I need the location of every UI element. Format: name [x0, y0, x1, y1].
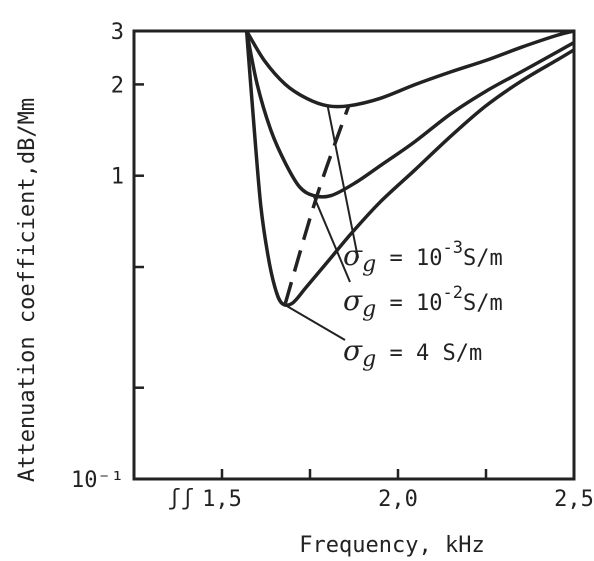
leader-line-series-1: [326, 105, 359, 259]
curve-label-sigma-1e-2: σg = 10-2S/m: [343, 283, 503, 322]
curve-label-sigma-4: σg = 4 S/m: [343, 334, 482, 372]
minimum-locus-dashed-line: [283, 105, 351, 304]
y-axis-ticks: 10⁻¹ 1 2 3: [71, 20, 144, 493]
leader-line-series-3: [281, 302, 346, 341]
plot-frame: [132, 29, 576, 481]
y-axis-title: Attenuation coefficient,dB/Mm: [15, 98, 40, 482]
curve-label-sigma-1e-3: σg = 10-3S/m: [343, 238, 503, 277]
y-tick-label: 3: [111, 20, 124, 45]
x-tick-label: 2,0: [378, 487, 418, 512]
curve-series-2: [244, 30, 575, 199]
y-tick-label: 1: [111, 165, 124, 190]
x-axis-title: Frequency, kHz: [299, 533, 484, 558]
label-leader-lines: [281, 105, 359, 341]
axis-break-marker: ʃʃ: [168, 486, 195, 511]
y-tick-label: 2: [111, 73, 124, 98]
curve-series-3: [244, 30, 575, 307]
curves: [244, 29, 575, 307]
x-axis-ticks: 1,5 2,0 2,5: [202, 469, 594, 512]
x-tick-label: 2,5: [554, 487, 594, 512]
curve-series-1: [245, 29, 575, 109]
x-tick-label: 1,5: [202, 487, 242, 512]
leader-line-series-2: [312, 195, 351, 283]
y-tick-label: 10⁻¹: [71, 468, 124, 493]
